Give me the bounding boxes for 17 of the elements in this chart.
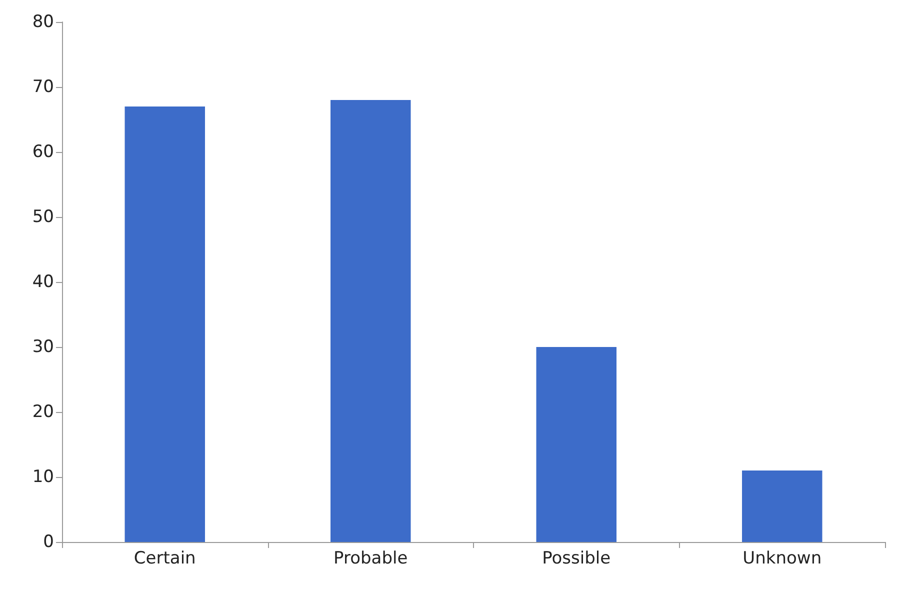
y-tick-label: 30 [32,337,54,357]
bar [124,106,205,542]
x-tick-label: Possible [542,548,611,568]
y-tick-label: 80 [32,12,54,32]
bar [536,347,616,542]
y-tick-label: 10 [32,467,54,487]
y-tick-label: 70 [32,77,54,97]
y-tick-label: 50 [32,207,54,227]
bar [742,470,822,542]
y-tick-label: 0 [43,532,54,552]
y-tick-label: 60 [32,142,54,162]
x-tick-label: Probable [334,548,408,568]
x-tick-label: Certain [134,548,196,568]
y-tick-label: 40 [32,272,54,292]
x-tick-label: Unknown [742,548,822,568]
bar [330,100,411,542]
y-tick-label: 20 [32,402,54,422]
